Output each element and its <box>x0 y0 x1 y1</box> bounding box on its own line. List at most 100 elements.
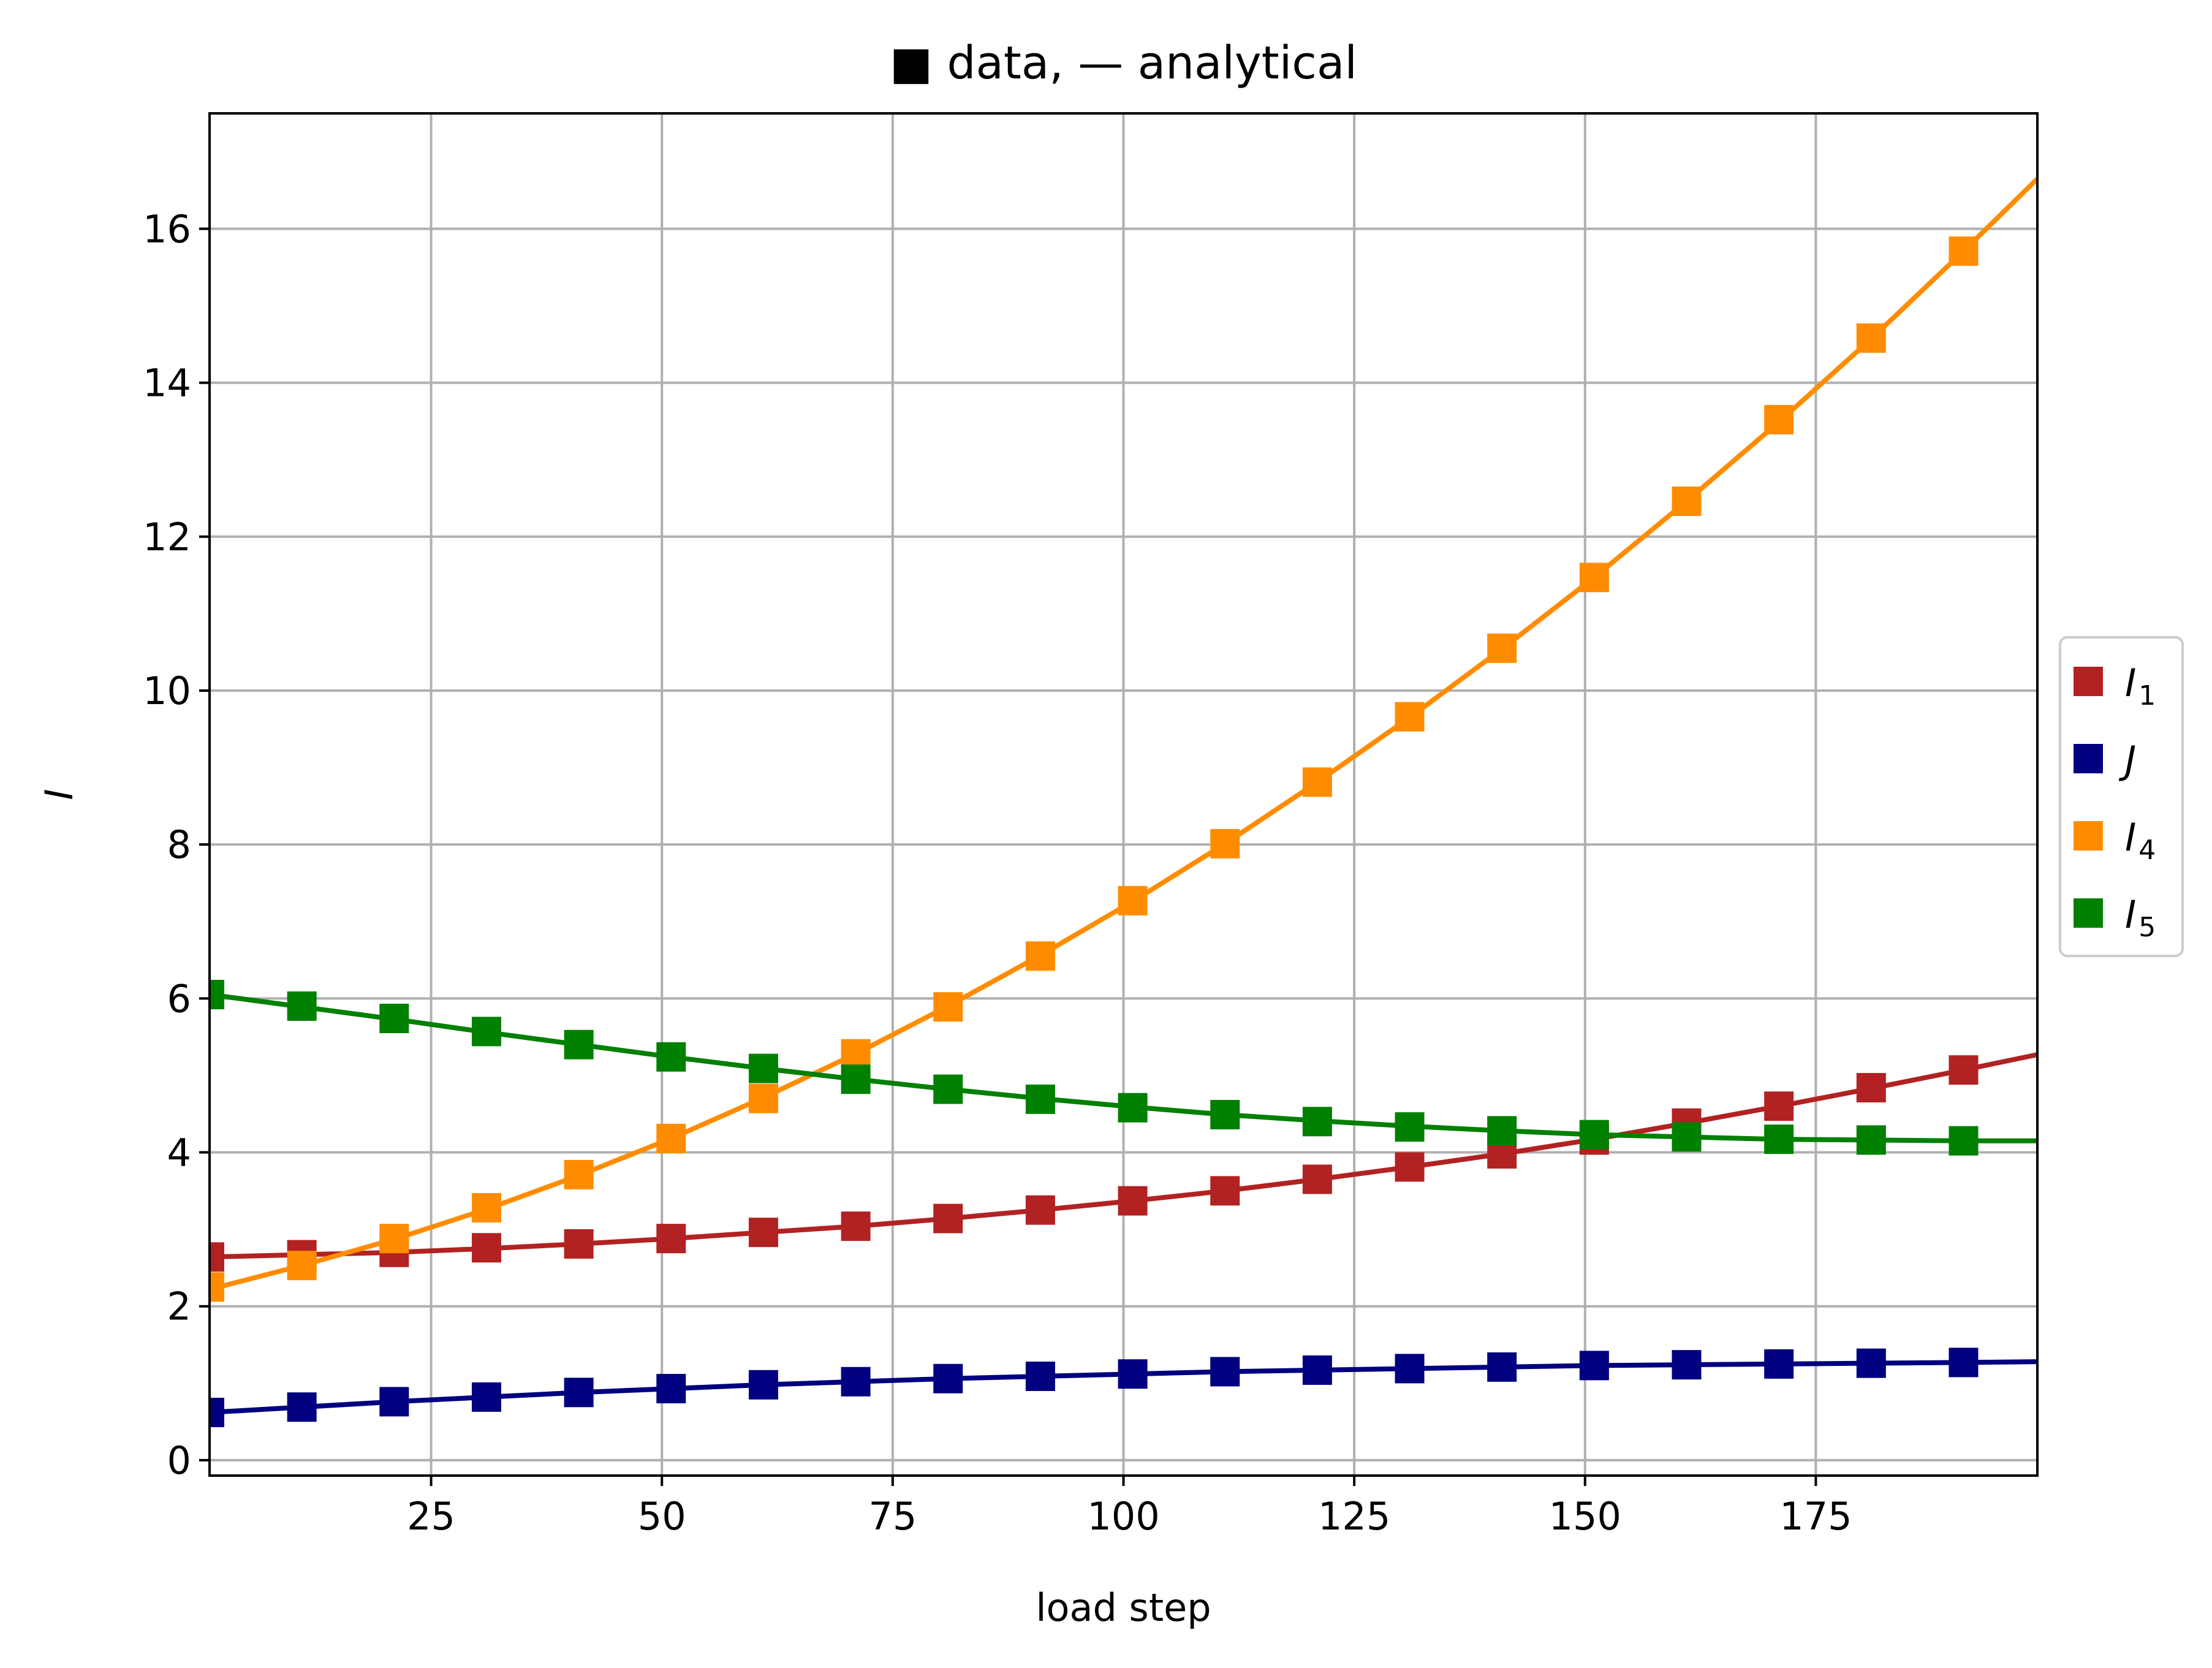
data-point <box>1302 1107 1332 1137</box>
grid <box>210 113 2037 1476</box>
legend-label-subscript: 4 <box>2138 835 2156 866</box>
data-point <box>1025 941 1055 971</box>
data-point <box>287 1251 317 1281</box>
y-tick-label: 14 <box>143 361 191 406</box>
data-point <box>1302 1164 1332 1194</box>
data-point <box>1856 1125 1886 1155</box>
legend-label-subscript: 1 <box>2138 680 2156 711</box>
data-point <box>1118 1093 1148 1123</box>
legend-item: I5 <box>2074 892 2156 943</box>
data-point <box>1302 1355 1332 1385</box>
x-axis-label: load step <box>1036 1585 1211 1630</box>
data-point <box>1672 486 1702 516</box>
series-i5 <box>195 980 2037 1156</box>
data-point <box>748 1083 778 1113</box>
legend-swatch <box>2074 744 2103 773</box>
data-point <box>1764 1124 1794 1154</box>
x-tick-label: 125 <box>1318 1494 1390 1539</box>
data-point <box>1118 1359 1148 1389</box>
y-axis-label: I <box>37 789 81 800</box>
data-point <box>1764 1091 1794 1121</box>
data-point <box>564 1229 594 1259</box>
data-point <box>1856 323 1886 353</box>
data-point <box>656 1374 686 1404</box>
y-tick-label: 2 <box>167 1284 191 1329</box>
data-point <box>841 1211 871 1242</box>
legend-item: I1 <box>2074 661 2156 711</box>
data-point <box>1856 1348 1886 1378</box>
data-point <box>1395 1152 1425 1182</box>
data-point <box>564 1029 594 1060</box>
data-point <box>1210 828 1240 859</box>
data-point <box>1949 1348 1979 1378</box>
data-point <box>748 1370 778 1400</box>
labels: 25 50 75 100 125 150 175 0 2 4 6 8 10 12 14 16 ■ data, —… <box>37 37 1852 1630</box>
data-point <box>748 1053 778 1083</box>
legend-label-name: I <box>2125 815 2136 860</box>
data-point <box>933 992 963 1022</box>
series-j <box>195 1348 2038 1428</box>
data-point <box>748 1218 778 1248</box>
series-layer <box>195 176 2039 1428</box>
data-point <box>287 1392 317 1422</box>
legend-swatch <box>2074 898 2103 928</box>
data-point <box>841 1039 871 1069</box>
data-point <box>1949 1126 1979 1156</box>
x-tick-label: 75 <box>868 1494 917 1539</box>
data-point <box>1949 1055 1979 1085</box>
data-point <box>1764 1349 1794 1379</box>
data-point <box>1395 1354 1425 1384</box>
data-point <box>1395 702 1425 732</box>
data-point <box>656 1123 686 1153</box>
data-point <box>564 1159 594 1189</box>
data-point <box>1579 563 1609 593</box>
x-tick-label: 25 <box>407 1494 455 1539</box>
y-tick-label: 16 <box>143 207 191 251</box>
data-point <box>1579 1120 1609 1150</box>
data-point <box>1856 1073 1886 1103</box>
data-point <box>841 1367 871 1397</box>
data-point <box>379 1224 409 1254</box>
legend-label-subscript: 5 <box>2138 912 2156 943</box>
data-point <box>564 1378 594 1408</box>
y-tick-label: 8 <box>167 822 191 867</box>
data-point <box>1210 1357 1240 1387</box>
x-tick-label: 100 <box>1087 1494 1159 1539</box>
data-point <box>1487 633 1517 663</box>
data-point <box>1118 885 1148 916</box>
x-tick-label: 50 <box>638 1494 686 1539</box>
x-tick-label: 150 <box>1549 1494 1621 1539</box>
data-point <box>1487 1116 1517 1146</box>
data-point <box>1210 1099 1240 1129</box>
data-point <box>1764 404 1794 434</box>
x-tick-label: 175 <box>1779 1494 1852 1539</box>
data-point <box>1025 1084 1055 1114</box>
chart-title: ■ data, — analytical <box>890 37 1357 89</box>
data-point <box>1395 1112 1425 1142</box>
left-mask <box>0 113 210 1476</box>
legend-label: I1 <box>2125 661 2156 711</box>
data-point <box>1672 1350 1702 1380</box>
data-point <box>1210 1176 1240 1206</box>
data-point <box>933 1363 963 1393</box>
y-tick-label: 6 <box>167 976 191 1021</box>
data-point <box>379 1003 409 1033</box>
y-tick-label: 4 <box>167 1131 191 1175</box>
data-point <box>1025 1195 1055 1225</box>
data-point <box>287 991 317 1021</box>
data-point <box>379 1387 409 1417</box>
data-point <box>471 1382 501 1412</box>
data-point <box>1302 767 1332 797</box>
y-tick-label: 10 <box>143 669 191 713</box>
data-point <box>1487 1352 1517 1382</box>
legend-item: I4 <box>2074 815 2156 866</box>
data-point <box>471 1233 501 1263</box>
data-point <box>841 1064 871 1094</box>
data-point <box>1949 236 1979 266</box>
data-point <box>1025 1361 1055 1391</box>
data-point <box>1672 1122 1702 1152</box>
